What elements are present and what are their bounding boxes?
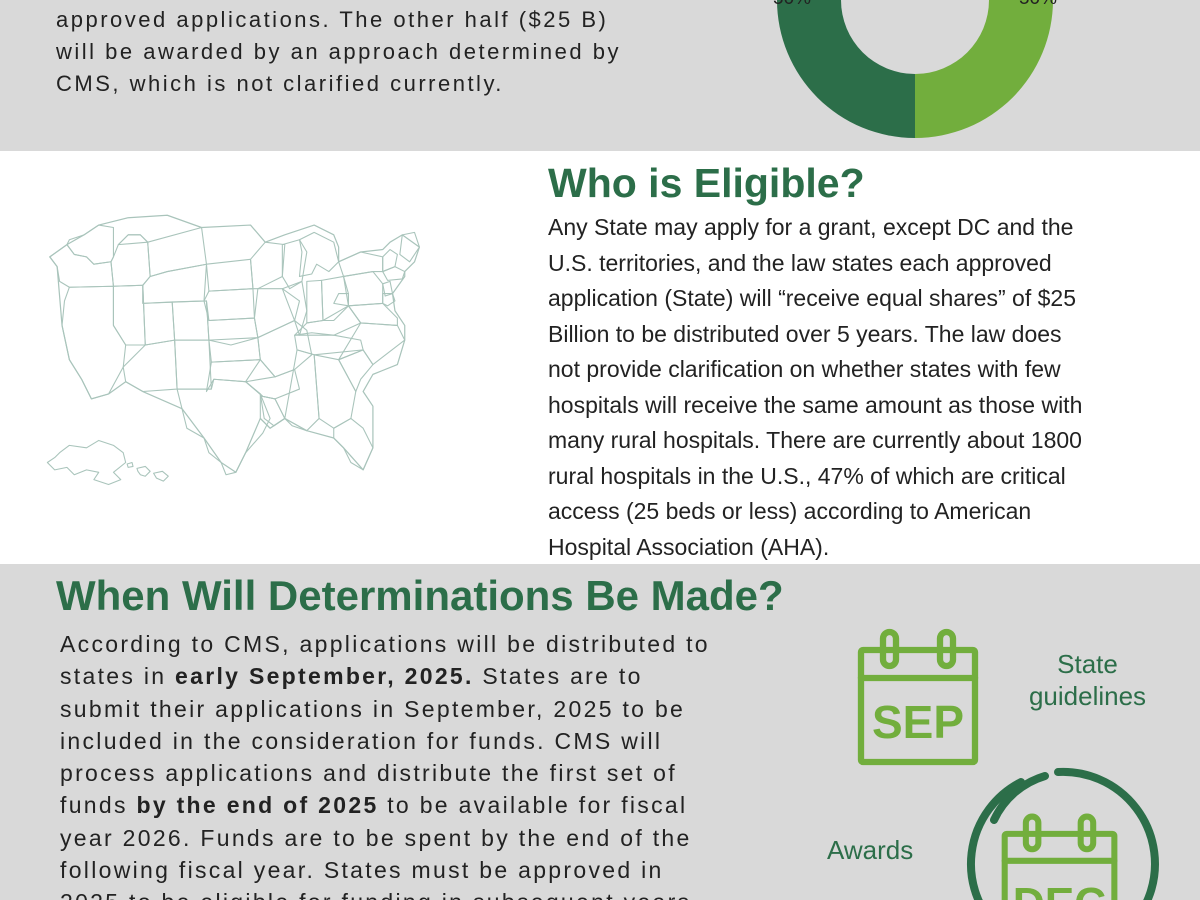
svg-text:SEP: SEP xyxy=(872,696,964,748)
svg-text:DEC: DEC xyxy=(1013,880,1106,900)
